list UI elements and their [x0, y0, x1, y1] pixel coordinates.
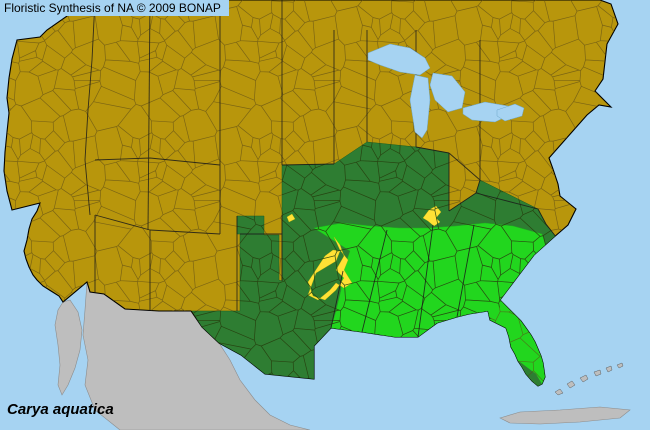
svg-text:Floristic Synthesis of NA © 20: Floristic Synthesis of NA © 2009 BONAP	[4, 1, 221, 15]
svg-text:Carya aquatica: Carya aquatica	[7, 401, 114, 418]
